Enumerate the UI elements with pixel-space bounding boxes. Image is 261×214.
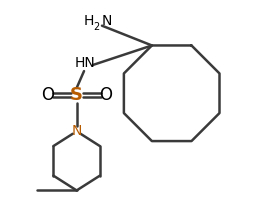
Text: H: H [83,15,93,28]
Text: O: O [99,86,112,104]
Text: 2: 2 [94,22,100,32]
Text: O: O [41,86,55,104]
Text: N: N [72,124,82,138]
Text: HN: HN [75,56,96,70]
Text: S: S [70,86,83,104]
Text: N: N [102,15,112,28]
